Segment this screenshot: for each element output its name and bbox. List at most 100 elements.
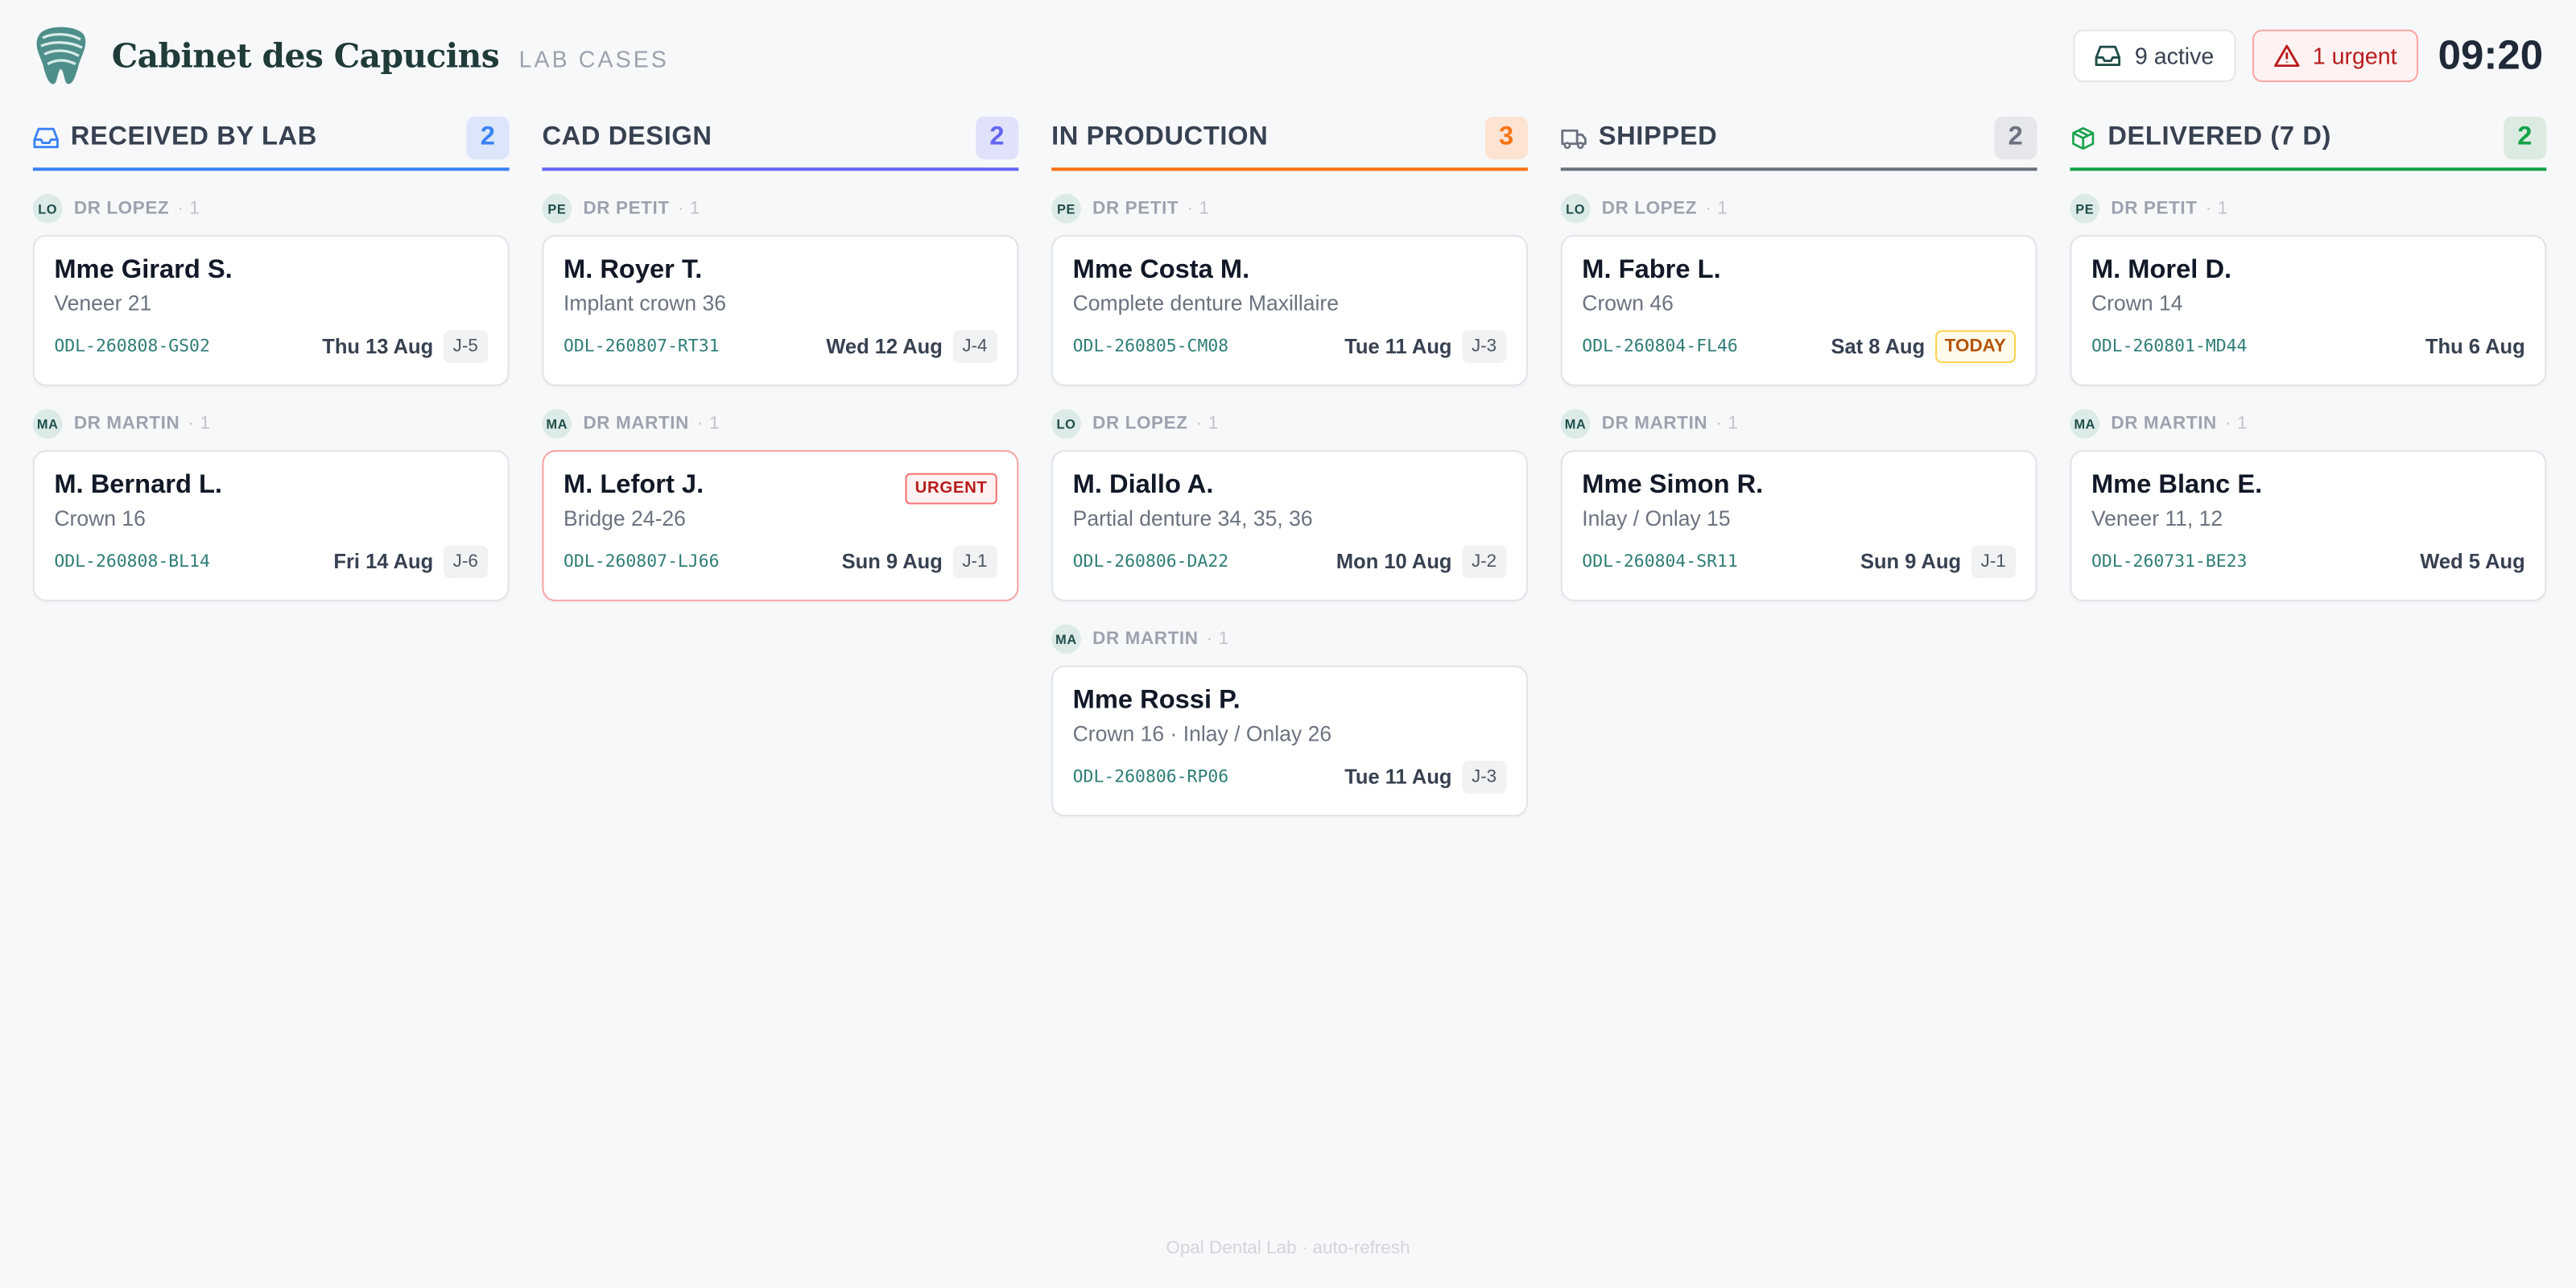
- patient-name: M. Diallo A.: [1072, 471, 1214, 500]
- title: Cabinet des Capucins: [111, 35, 500, 76]
- case-description: Crown 46: [1582, 291, 1674, 316]
- footer: Opal Dental Lab · auto-refresh: [1166, 1238, 1410, 1259]
- due-date: Sun 9 Aug: [1860, 550, 1962, 574]
- case-card[interactable]: Mme Girard S. Veneer 21 ODL-260808-GS02 Thu…: [32, 234, 510, 386]
- doctor-avatar: MA: [32, 409, 63, 439]
- due-date: Tue 11 Aug: [1344, 335, 1452, 358]
- column-title: SHIPPED: [1598, 123, 1718, 151]
- patient-name: Mme Costa M.: [1072, 256, 1250, 285]
- case-meta: ODL-260807-RT31 Wed 12 Aug J-4: [564, 328, 997, 365]
- days-badge: J-1: [1971, 545, 2017, 579]
- patient-name: M. Bernard L.: [54, 471, 222, 500]
- doctor-name: DR LOPEZ: [73, 198, 170, 219]
- column-title: CAD DESIGN: [542, 123, 712, 151]
- case-description: Crown 16 · Inlay / Onlay 26: [1072, 720, 1332, 746]
- days-badge: J-4: [952, 330, 997, 364]
- case-card[interactable]: M. Morel D. Crown 14 ODL-260801-MD44 Thu 6 …: [2070, 234, 2547, 386]
- case-meta: ODL-260808-BL14 Fri 14 Aug J-6: [54, 544, 489, 580]
- doctor-name: DR PETIT: [1092, 198, 1179, 219]
- doctor-avatar: LO: [1051, 409, 1081, 439]
- case-ref: ODL-260808-GS02: [54, 336, 210, 357]
- doctor-count: 1: [1715, 414, 1738, 433]
- case-meta: ODL-260801-MD44 Thu 6 Aug: [2091, 328, 2525, 365]
- case-meta: ODL-260804-SR11 Sun 9 Aug J-1: [1582, 544, 2017, 580]
- column-header: DELIVERED (7 D) 2: [2070, 109, 2547, 171]
- patient-name: M. Morel D.: [2091, 256, 2232, 285]
- column-header: RECEIVED BY LAB 2: [32, 109, 510, 171]
- urgent-count: 1 urgent: [2312, 43, 2397, 69]
- case-meta: ODL-260731-BE23 Wed 5 Aug: [2091, 544, 2525, 580]
- case-card[interactable]: Mme Costa M. Complete denture Maxillaire O…: [1051, 234, 1528, 386]
- column: DELIVERED (7 D) 2 PE DR PETIT 1 M. Morel D. Cr…: [2070, 109, 2547, 817]
- case-ref: ODL-260805-CM08: [1072, 336, 1229, 357]
- days-badge: J-3: [1461, 330, 1507, 364]
- case-description: Inlay / Onlay 15: [1582, 506, 1731, 531]
- days-badge: J-2: [1461, 545, 1507, 579]
- due-date: Thu 6 Aug: [2425, 335, 2525, 358]
- doctor-group: PE DR PETIT 1: [2070, 193, 2546, 224]
- doctor-name: DR PETIT: [583, 198, 670, 219]
- case-ref: ODL-260801-MD44: [2091, 336, 2248, 357]
- doctor-avatar: MA: [1560, 409, 1591, 439]
- days-badge: J-3: [1461, 760, 1507, 794]
- patient-name: Mme Girard S.: [54, 256, 233, 285]
- case-ref: ODL-260806-RP06: [1072, 767, 1229, 787]
- column-icon: [2072, 126, 2095, 150]
- doctor-group: MA DR MARTIN 1: [1051, 624, 1528, 654]
- case-ref: ODL-260804-SR11: [1582, 551, 1738, 572]
- doctor-avatar: PE: [1051, 193, 1081, 224]
- column-icon: [1561, 129, 1587, 149]
- doctor-name: DR LOPEZ: [1092, 414, 1188, 434]
- case-card[interactable]: M. Diallo A. Partial denture 34, 35, 36 OD…: [1051, 450, 1528, 601]
- patient-name: M. Fabre L.: [1582, 256, 1721, 285]
- case-card[interactable]: M. Fabre L. Crown 46 ODL-260804-FL46 Sat 8 …: [1560, 234, 2037, 386]
- case-ref: ODL-260804-FL46: [1582, 336, 1738, 357]
- patient-name: Mme Blanc E.: [2091, 471, 2263, 500]
- case-card[interactable]: M. Lefort J. Bridge 24-26 ODL-260807-LJ66 S…: [542, 450, 1019, 601]
- doctor-group: PE DR PETIT 1: [542, 193, 1018, 224]
- doctor-avatar: MA: [542, 409, 572, 439]
- case-card[interactable]: M. Royer T. Implant crown 36 ODL-260807-RT…: [542, 234, 1019, 386]
- urgent-pill[interactable]: 1 urgent: [2252, 29, 2419, 83]
- case-meta: ODL-260806-DA22 Mon 10 Aug J-2: [1073, 544, 1507, 580]
- column-count: 3: [1484, 116, 1528, 159]
- case-card[interactable]: Mme Rossi P. Crown 16 · Inlay / Onlay 26 O…: [1051, 665, 1528, 817]
- column-count: 2: [466, 116, 510, 159]
- doctor-avatar: MA: [2070, 409, 2100, 439]
- due-date: Wed 5 Aug: [2420, 550, 2525, 574]
- case-description: Implant crown 36: [563, 291, 727, 316]
- case-meta: ODL-260808-GS02 Thu 13 Aug J-5: [54, 328, 489, 365]
- doctor-name: DR MARTIN: [583, 414, 689, 434]
- doctor-group: MA DR MARTIN 1: [542, 409, 1018, 439]
- case-card[interactable]: Mme Blanc E. Veneer 11, 12 ODL-260731-BE23…: [2070, 450, 2547, 601]
- doctor-name: DR MARTIN: [1601, 414, 1708, 434]
- column-title: IN PRODUCTION: [1051, 123, 1269, 151]
- inbox-icon: [2095, 45, 2121, 67]
- header: Cabinet des Capucins LAB CASES 9 active …: [33, 23, 2543, 89]
- case-meta: ODL-260805-CM08 Tue 11 Aug J-3: [1073, 328, 1507, 365]
- column-header: IN PRODUCTION 3: [1051, 109, 1528, 171]
- patient-name: Mme Simon R.: [1582, 471, 1764, 500]
- doctor-group: PE DR PETIT 1: [1051, 193, 1528, 224]
- column-header: CAD DESIGN 2: [542, 109, 1019, 171]
- column-count: 2: [976, 116, 1019, 159]
- doctor-name: DR PETIT: [2111, 198, 2198, 219]
- active-pill[interactable]: 9 active: [2074, 29, 2235, 83]
- doctor-avatar: MA: [1051, 624, 1081, 654]
- case-description: Crown 14: [2091, 291, 2183, 316]
- doctor-name: DR MARTIN: [2111, 414, 2217, 434]
- logo: [36, 27, 86, 85]
- doctor-count: 1: [2206, 199, 2228, 218]
- case-card[interactable]: Mme Simon R. Inlay / Onlay 15 ODL-260804-S…: [1560, 450, 2037, 601]
- case-card[interactable]: M. Bernard L. Crown 16 ODL-260808-BL14 Fri …: [32, 450, 510, 601]
- doctor-count: 1: [697, 414, 720, 433]
- days-badge: J-1: [952, 545, 997, 579]
- doctor-avatar: LO: [32, 193, 63, 224]
- due-date: Wed 12 Aug: [826, 335, 943, 358]
- subtitle: LAB CASES: [518, 46, 669, 72]
- case-meta: ODL-260806-RP06 Tue 11 Aug J-3: [1073, 759, 1507, 795]
- column-title: DELIVERED (7 D): [2107, 123, 2332, 151]
- case-ref: ODL-260807-RT31: [563, 336, 720, 357]
- case-description: Partial denture 34, 35, 36: [1072, 506, 1313, 531]
